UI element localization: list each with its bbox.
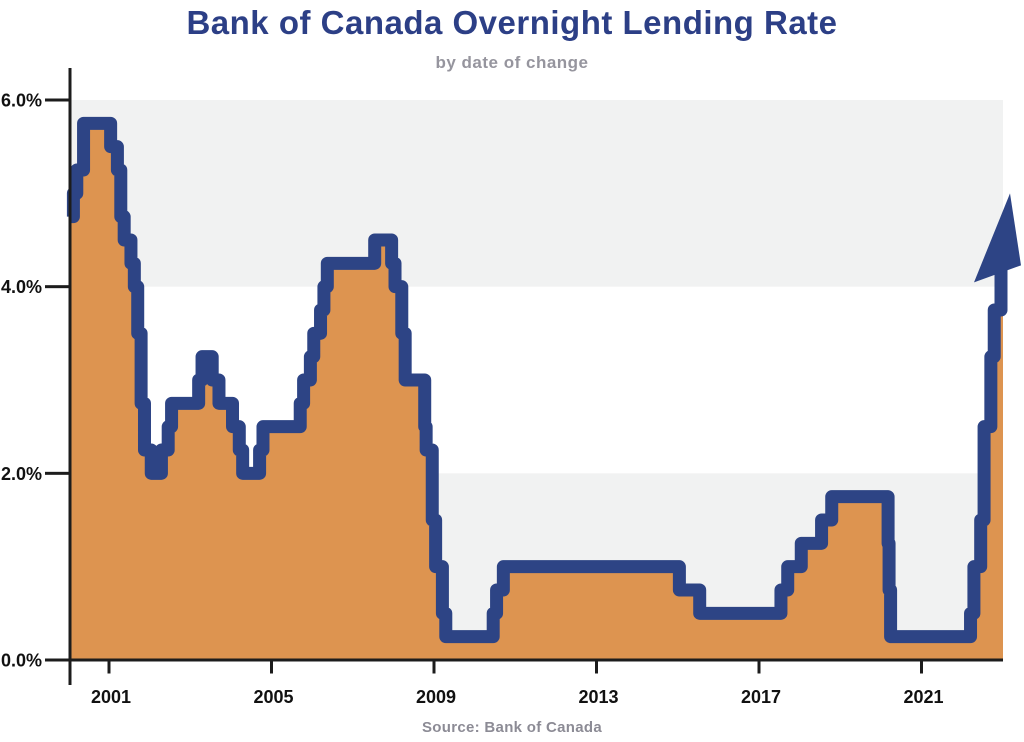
- x-axis-label: 2009: [416, 687, 456, 707]
- rising-rate-arrow-icon: [974, 193, 1021, 283]
- x-tick-mark: [270, 661, 273, 674]
- y-axis-label: 0.0%: [1, 651, 42, 671]
- x-axis-label: 2021: [903, 687, 943, 707]
- background-band: [71, 100, 1003, 287]
- rate-area-fill: [70, 123, 1003, 660]
- x-tick-mark: [757, 661, 761, 674]
- x-axis-label: 2001: [91, 687, 131, 707]
- x-tick-mark: [920, 661, 923, 674]
- x-axis-label: 2013: [578, 687, 618, 707]
- x-axis-line: [45, 658, 1003, 662]
- x-tick-mark: [107, 661, 111, 674]
- x-tick-mark: [432, 661, 436, 674]
- y-tick-mark: [45, 471, 70, 475]
- chart-subtitle: by date of change: [435, 53, 589, 72]
- x-tick-mark: [595, 661, 598, 674]
- y-axis-label: 6.0%: [1, 91, 42, 111]
- rate-line: [66, 116, 1011, 644]
- y-axis-label: 4.0%: [1, 277, 42, 297]
- y-axis-line: [68, 68, 72, 685]
- y-tick-mark: [45, 285, 70, 289]
- chart-title: Bank of Canada Overnight Lending Rate: [186, 4, 838, 41]
- x-axis-label: 2005: [253, 687, 293, 707]
- y-axis-label: 2.0%: [1, 464, 42, 484]
- x-axis-label: 2017: [741, 687, 781, 707]
- source-caption: Source: Bank of Canada: [422, 719, 602, 736]
- y-tick-mark: [45, 98, 70, 102]
